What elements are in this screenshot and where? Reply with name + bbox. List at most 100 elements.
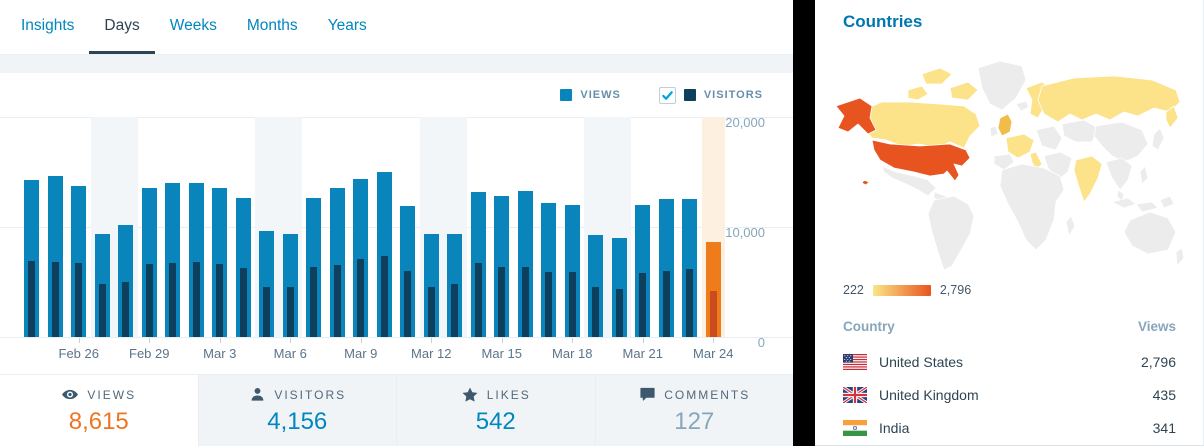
x-axis-label: Mar 3	[203, 346, 237, 361]
summary-tab-label: VISITORS	[274, 387, 347, 402]
legend-views[interactable]: VIEWS	[560, 89, 620, 101]
bar-feb-28[interactable]	[114, 117, 138, 337]
views-bar	[94, 234, 110, 337]
views-bar	[141, 188, 157, 337]
bar-mar-17[interactable]	[537, 117, 561, 337]
views-bar	[118, 225, 134, 337]
visitors-checkbox[interactable]	[658, 86, 676, 104]
views-bar	[71, 186, 87, 337]
in-flag-icon	[843, 419, 867, 436]
us-flag-icon	[843, 353, 867, 370]
x-axis-label: Mar 21	[622, 346, 663, 361]
tab-years[interactable]: Years	[327, 16, 367, 34]
bar-mar-15[interactable]	[490, 117, 514, 337]
visitors-bar	[404, 271, 412, 337]
bar-feb-29[interactable]	[138, 117, 162, 337]
world-map[interactable]	[830, 54, 1190, 280]
x-axis-tick	[149, 338, 151, 343]
views-bar	[47, 176, 63, 337]
x-axis-tick	[572, 338, 574, 343]
gridline	[0, 227, 793, 228]
views-bar	[470, 192, 486, 337]
visitors-bar	[474, 263, 482, 337]
eye-icon	[61, 386, 79, 404]
views-bar	[611, 238, 627, 337]
summary-tab-views[interactable]: VIEWS 8,615	[0, 375, 199, 446]
summary-tab-value: 8,615	[68, 407, 129, 435]
views-bar	[705, 242, 721, 337]
bar-mar-5[interactable]	[255, 117, 279, 337]
legend-visitors-label: VISITORS	[703, 89, 763, 101]
bar-mar-1[interactable]	[161, 117, 185, 337]
countries-title: Countries	[843, 12, 923, 31]
x-axis-label: Mar 24	[693, 346, 734, 361]
visitors-bar	[709, 291, 717, 337]
views-bar	[306, 198, 322, 337]
x-axis-tick	[713, 338, 715, 343]
bar-mar-18[interactable]	[561, 117, 585, 337]
visitors-bar	[192, 262, 200, 337]
visitors-bar	[380, 256, 388, 337]
views-bar	[682, 199, 698, 337]
visitors-bar	[357, 259, 365, 337]
bar-feb-27[interactable]	[90, 117, 114, 337]
bar-mar-20[interactable]	[607, 117, 631, 337]
bar-mar-2[interactable]	[185, 117, 209, 337]
visitors-bar	[662, 271, 670, 337]
visitors-bar	[592, 287, 600, 337]
country-name: United Kingdom	[879, 386, 979, 403]
tab-insights[interactable]: Insights	[21, 16, 75, 34]
bar-mar-10[interactable]	[373, 117, 397, 337]
gridline	[0, 337, 793, 338]
person-icon	[248, 386, 266, 404]
summary-tab-visitors[interactable]: VISITORS 4,156	[198, 375, 397, 446]
visitors-bar	[686, 269, 694, 337]
bar-mar-9[interactable]	[349, 117, 373, 337]
views-bar	[423, 234, 439, 337]
bar-mar-19[interactable]	[584, 117, 608, 337]
legend-visitors[interactable]: VISITORS	[658, 86, 763, 104]
legend-views-label: VIEWS	[580, 89, 621, 101]
country-views: 2,796	[1140, 353, 1176, 370]
bar-mar-4[interactable]	[232, 117, 256, 337]
bar-mar-24[interactable]	[701, 117, 725, 337]
views-bar	[588, 235, 604, 337]
country-name: United States	[879, 353, 964, 370]
x-axis-label: Feb 26	[58, 346, 99, 361]
country-row-united-kingdom: United Kingdom 435	[843, 378, 1176, 411]
y-axis-label: 0	[757, 335, 765, 350]
tab-months[interactable]: Months	[246, 16, 298, 34]
countries-table: Country Views United States 2,796 United K…	[843, 319, 1176, 444]
map-gradient-bar	[872, 284, 931, 296]
summary-tab-likes[interactable]: LIKES 542	[397, 375, 596, 446]
bar-mar-23[interactable]	[678, 117, 702, 337]
bar-chart: 20,000 10,000 0	[0, 115, 793, 350]
bar-mar-21[interactable]	[631, 117, 655, 337]
x-axis-label: Mar 6	[273, 346, 307, 361]
bar-mar-14[interactable]	[467, 117, 491, 337]
summary-tab-label: VIEWS	[87, 387, 137, 402]
bar-mar-16[interactable]	[514, 117, 538, 337]
x-axis-tick	[501, 338, 503, 343]
views-swatch-icon	[560, 89, 573, 101]
views-bar	[165, 183, 181, 337]
bar-mar-6[interactable]	[278, 117, 302, 337]
bar-mar-22[interactable]	[655, 117, 679, 337]
tab-days[interactable]: Days	[89, 0, 155, 54]
bars-row	[20, 117, 725, 337]
bar-feb-24[interactable]	[20, 117, 44, 337]
bar-mar-12[interactable]	[419, 117, 443, 337]
bar-mar-8[interactable]	[326, 117, 350, 337]
chart-card: VIEWS VISITORS 20,000 10,000 0 Feb 26 Feb 2…	[0, 73, 793, 446]
bar-mar-11[interactable]	[396, 117, 420, 337]
summary-tab-comments[interactable]: COMMENTS 127	[595, 375, 793, 446]
bar-feb-25[interactable]	[44, 117, 68, 337]
tab-weeks[interactable]: Weeks	[169, 16, 217, 34]
y-axis-label: 10,000	[725, 225, 765, 240]
bar-mar-13[interactable]	[443, 117, 467, 337]
bar-mar-7[interactable]	[302, 117, 326, 337]
bar-feb-26[interactable]	[67, 117, 91, 337]
visitors-bar	[568, 272, 576, 337]
visitors-bar	[75, 263, 83, 337]
bar-mar-3[interactable]	[208, 117, 232, 337]
